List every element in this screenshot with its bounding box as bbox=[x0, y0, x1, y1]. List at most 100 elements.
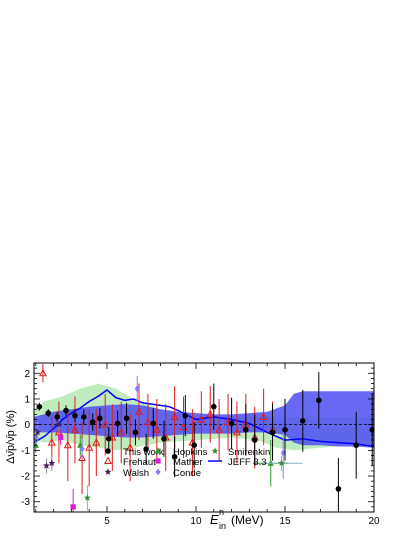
legend-entry-smirenkin: Smirenkin bbox=[211, 447, 270, 458]
this-work-point bbox=[191, 442, 198, 449]
this-work-point bbox=[114, 420, 121, 427]
frehaut-point bbox=[232, 427, 241, 436]
legend-label: Hopkins bbox=[173, 447, 208, 458]
legend-entry-mather: Mather bbox=[155, 457, 203, 468]
this-work-point bbox=[89, 419, 96, 425]
legend-label: JEFF 3.3 bbox=[228, 457, 267, 468]
legend-entry-conde: Conde bbox=[155, 468, 201, 479]
this-work-point bbox=[335, 486, 342, 492]
x-axis-label-sub: in bbox=[219, 521, 226, 531]
conde-point bbox=[134, 385, 140, 393]
x-tick-label: 10 bbox=[190, 516, 202, 527]
this-work-point bbox=[105, 435, 112, 442]
walsh-point bbox=[43, 462, 50, 469]
legend-marker bbox=[154, 447, 162, 454]
conde-point bbox=[79, 445, 85, 453]
axes: 5 10 15 20 -3 -2 -1 0 1 2 bbox=[21, 362, 380, 527]
axis-labels: E n in (MeV) Δν̄p/ν̄p (%) bbox=[5, 410, 264, 531]
walsh-point bbox=[48, 459, 56, 467]
x-tick-label: 15 bbox=[279, 516, 291, 527]
this-work-point bbox=[316, 397, 322, 404]
this-work-point bbox=[161, 435, 167, 442]
frehaut-point bbox=[215, 425, 224, 433]
frehaut-point bbox=[63, 440, 72, 449]
legend-label: This work bbox=[123, 447, 164, 458]
legend-marker bbox=[155, 468, 161, 476]
y-tick-label: 1 bbox=[24, 394, 30, 405]
legend-marker bbox=[105, 448, 111, 454]
frehaut-point bbox=[126, 443, 135, 451]
legend-label: Conde bbox=[173, 468, 201, 479]
walsh-point bbox=[55, 421, 63, 428]
frehaut-point bbox=[143, 417, 152, 426]
this-work-point bbox=[63, 407, 69, 414]
conde-series bbox=[34, 375, 286, 479]
frehaut-point bbox=[197, 414, 206, 423]
legend-entry-jeff-3.3: JEFF 3.3 bbox=[208, 457, 267, 468]
legend-marker bbox=[104, 468, 112, 475]
frehaut-point bbox=[152, 425, 161, 433]
this-work-series bbox=[36, 371, 374, 512]
y-axis-label: Δν̄p/ν̄p (%) bbox=[5, 410, 17, 464]
this-work-point bbox=[282, 426, 288, 433]
frehaut-series bbox=[38, 364, 277, 495]
conde-point bbox=[34, 434, 39, 441]
walsh-series bbox=[34, 416, 63, 474]
legend-label: Frehaut bbox=[123, 457, 156, 468]
y-tick-label: -1 bbox=[21, 446, 30, 457]
data-points bbox=[34, 364, 374, 512]
mather-series bbox=[58, 429, 76, 512]
legend-marker bbox=[155, 458, 161, 464]
mather-point bbox=[70, 504, 76, 510]
legend-entry-this-work: This work bbox=[105, 447, 164, 458]
jeff-curve bbox=[34, 389, 374, 448]
frehaut-point bbox=[78, 453, 87, 462]
this-work-point bbox=[269, 429, 276, 436]
jeff-series-line bbox=[34, 389, 374, 448]
smirenkin-point bbox=[278, 459, 285, 467]
this-work-point bbox=[54, 414, 60, 420]
frehaut-point bbox=[92, 438, 101, 446]
this-work-point bbox=[182, 412, 189, 419]
legend-entry-hopkins: Hopkins bbox=[154, 447, 208, 458]
frehaut-point bbox=[206, 409, 215, 418]
this-work-point bbox=[150, 420, 157, 427]
legend-label: Walsh bbox=[123, 468, 149, 479]
frehaut-point bbox=[70, 425, 79, 433]
this-work-point bbox=[36, 403, 43, 410]
this-work-point bbox=[299, 418, 306, 424]
x-tick-label: 20 bbox=[368, 516, 380, 527]
x-axis-label-main: E bbox=[210, 512, 219, 527]
this-work-point bbox=[45, 410, 52, 416]
y-tick-label: -2 bbox=[21, 472, 30, 483]
legend-label: Smirenkin bbox=[228, 447, 270, 458]
y-tick-label: -3 bbox=[21, 497, 30, 508]
y-tick-label: 2 bbox=[24, 369, 30, 380]
hopkins-point bbox=[34, 441, 39, 448]
this-work-point bbox=[132, 429, 139, 436]
legend-label: Mather bbox=[173, 457, 203, 468]
x-axis-label-unit: (MeV) bbox=[231, 513, 264, 527]
this-work-point bbox=[97, 415, 103, 422]
this-work-point bbox=[72, 412, 78, 419]
this-work-point bbox=[171, 453, 178, 460]
mather-point bbox=[58, 434, 64, 441]
plot-frame bbox=[33, 362, 375, 513]
frehaut-point bbox=[47, 438, 56, 446]
legend-entry-frehaut: Frehaut bbox=[103, 456, 156, 468]
this-work-point bbox=[210, 403, 217, 410]
this-work-point bbox=[123, 415, 130, 422]
x-tick-label: 5 bbox=[104, 516, 110, 527]
x-axis-label-sup: n bbox=[219, 507, 224, 517]
legend-marker bbox=[211, 447, 219, 454]
frehaut-point bbox=[117, 427, 126, 436]
this-work-point bbox=[251, 437, 258, 443]
frehaut-point bbox=[101, 420, 110, 428]
smirenkin-series bbox=[84, 455, 303, 511]
this-work-point bbox=[143, 446, 149, 452]
frehaut-point bbox=[85, 443, 94, 451]
frehaut-point bbox=[259, 412, 268, 420]
frehaut-point bbox=[38, 368, 47, 377]
